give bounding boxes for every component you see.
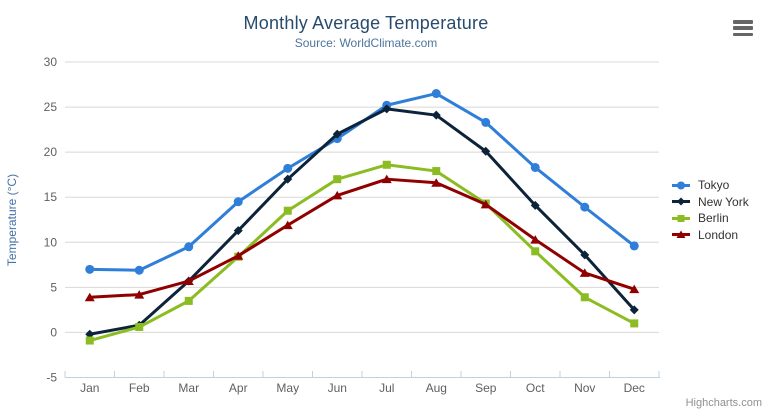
data-point[interactable] xyxy=(629,305,639,315)
legend-item-new-york[interactable]: New York xyxy=(672,194,749,211)
data-point[interactable] xyxy=(531,247,540,256)
data-point[interactable] xyxy=(580,202,590,212)
data-point[interactable] xyxy=(85,329,95,339)
data-point[interactable] xyxy=(630,319,639,328)
series-line xyxy=(88,163,636,343)
data-point[interactable] xyxy=(431,89,441,99)
legend-item-label: New York xyxy=(698,194,749,209)
diamond-legend-marker-icon xyxy=(677,197,685,206)
data-point[interactable] xyxy=(480,199,491,209)
y-axis-label: 25 xyxy=(44,100,58,114)
x-axis-label: Mar xyxy=(178,381,199,395)
x-axis-label: Aug xyxy=(426,381,447,395)
chart-subtitle: Source: WorldClimate.com xyxy=(294,36,438,50)
legend-item-label: Tokyo xyxy=(698,178,730,193)
hamburger-icon xyxy=(733,26,753,30)
x-axis-label: Oct xyxy=(526,381,545,395)
data-point[interactable] xyxy=(84,292,95,302)
data-point[interactable] xyxy=(283,206,292,215)
hamburger-icon xyxy=(733,32,753,37)
legend-item-label: London xyxy=(698,227,739,242)
y-axis-label: 20 xyxy=(44,145,58,159)
circle-legend-marker-icon xyxy=(672,181,690,190)
x-axis-label: Nov xyxy=(574,381,595,395)
square-legend-marker-icon xyxy=(677,214,685,222)
data-point[interactable] xyxy=(333,175,342,184)
legend: Tokyo New York Berlin London xyxy=(672,177,749,243)
data-point[interactable] xyxy=(431,110,441,120)
data-point[interactable] xyxy=(85,336,94,345)
data-point[interactable] xyxy=(530,235,541,244)
x-axis-label: Apr xyxy=(229,381,248,395)
x-axis-label: May xyxy=(276,381,299,395)
chart-title: Monthly Average Temperature xyxy=(243,13,489,33)
y-axis-label: 5 xyxy=(50,280,57,294)
hamburger-icon xyxy=(733,20,753,24)
x-axis-label: Feb xyxy=(129,381,150,395)
data-point[interactable] xyxy=(183,276,194,286)
triangle-legend-marker-icon xyxy=(672,230,690,239)
data-point[interactable] xyxy=(233,197,243,207)
y-axis-label: 15 xyxy=(44,190,58,204)
data-point[interactable] xyxy=(481,117,491,127)
y-axis-label: 0 xyxy=(50,325,57,339)
y-axis-label: -5 xyxy=(46,371,57,385)
data-point[interactable] xyxy=(283,163,293,173)
circle-legend-marker-icon xyxy=(677,181,685,190)
data-point[interactable] xyxy=(282,220,293,230)
x-axis-label: Jan xyxy=(80,381,99,395)
data-point[interactable] xyxy=(580,293,589,302)
legend-item-berlin[interactable]: Berlin xyxy=(672,210,749,227)
x-axis-labels: Jan Feb Mar Apr May Jun Jul Aug Sep Oct Nov Dec xyxy=(80,381,645,395)
data-point[interactable] xyxy=(432,167,441,176)
series-line xyxy=(88,107,636,336)
series-tokyo xyxy=(85,89,639,275)
data-point[interactable] xyxy=(381,174,392,184)
data-point[interactable] xyxy=(530,162,540,172)
data-point[interactable] xyxy=(382,104,392,114)
data-point[interactable] xyxy=(283,174,293,184)
x-axis xyxy=(64,371,660,378)
data-point[interactable] xyxy=(580,250,590,260)
legend-item-label: Berlin xyxy=(698,211,729,226)
y-axis-labels: -5 0 5 10 15 20 25 30 xyxy=(44,55,58,385)
series-london xyxy=(84,174,640,302)
y-axis-label: 10 xyxy=(44,235,58,249)
series-group xyxy=(84,89,640,345)
credits-link[interactable]: Highcharts.com xyxy=(685,397,762,409)
y-axis-title: Temperature (°C) xyxy=(5,174,19,266)
legend-item-tokyo[interactable]: Tokyo xyxy=(672,177,749,194)
legend-item-london[interactable]: London xyxy=(672,227,749,244)
data-point[interactable] xyxy=(579,268,590,277)
data-point[interactable] xyxy=(481,146,491,156)
x-axis-label: Dec xyxy=(624,381,645,395)
data-point[interactable] xyxy=(134,265,144,275)
data-point[interactable] xyxy=(332,129,342,139)
data-point[interactable] xyxy=(382,160,391,169)
data-point[interactable] xyxy=(233,226,243,236)
square-legend-marker-icon xyxy=(672,214,690,222)
data-point[interactable] xyxy=(530,200,540,210)
data-point[interactable] xyxy=(135,323,144,332)
x-axis-label: Jul xyxy=(379,381,394,395)
chart-context-menu-button[interactable] xyxy=(732,19,754,37)
data-point[interactable] xyxy=(233,251,244,260)
data-point[interactable] xyxy=(629,284,640,294)
data-point[interactable] xyxy=(332,190,343,200)
data-point[interactable] xyxy=(184,242,194,252)
x-axis-label: Jun xyxy=(328,381,347,395)
data-point[interactable] xyxy=(85,264,95,274)
data-point[interactable] xyxy=(431,178,442,187)
y-axis-label: 30 xyxy=(44,55,58,69)
x-axis-label: Sep xyxy=(475,381,497,395)
series-line xyxy=(88,177,636,299)
data-point[interactable] xyxy=(184,296,193,305)
data-point[interactable] xyxy=(629,241,639,251)
triangle-legend-marker-icon xyxy=(676,230,686,239)
series-new-york xyxy=(85,104,639,339)
data-point[interactable] xyxy=(134,290,145,299)
diamond-legend-marker-icon xyxy=(672,197,690,206)
